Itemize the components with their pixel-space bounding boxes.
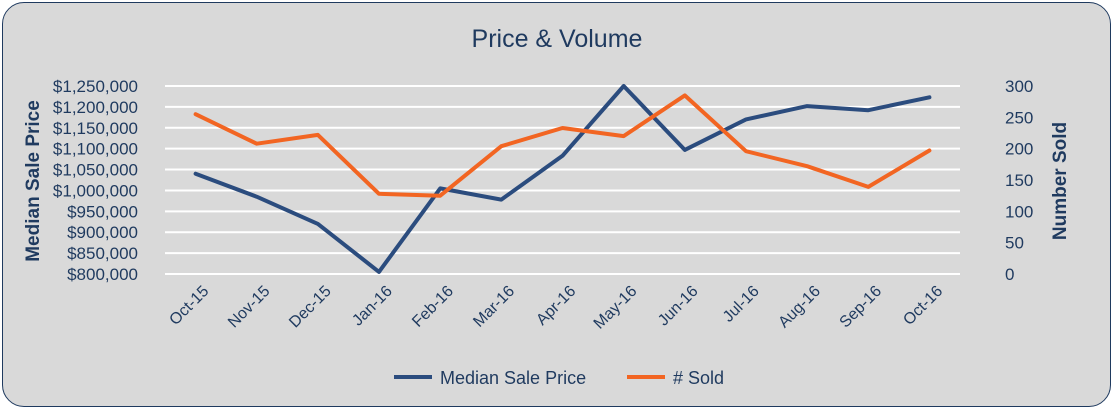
y-tick-label: $850,000 (67, 244, 138, 263)
x-tick-label: Aug-16 (775, 283, 824, 332)
y2-tick-label: 150 (1005, 171, 1033, 190)
x-tick-label: May-16 (591, 283, 641, 333)
x-tick-label: Sep-16 (837, 283, 886, 332)
y2-tick-label: 50 (1005, 234, 1024, 253)
y-tick-label: $1,050,000 (53, 161, 138, 180)
y-tick-label: $900,000 (67, 223, 138, 242)
x-tick-label: Apr-16 (533, 283, 579, 329)
y-axis-label: Median Sale Price (23, 100, 44, 262)
y-tick-label: $800,000 (67, 265, 138, 284)
legend-label: Median Sale Price (440, 368, 586, 388)
y2-tick-label: 0 (1005, 265, 1014, 284)
series-line-median-sale-price (193, 84, 932, 274)
y2-tick-label: 100 (1005, 202, 1033, 221)
x-tick-label: Jul-16 (720, 283, 763, 326)
y2-tick-label: 250 (1005, 108, 1033, 127)
y-tick-label: $1,200,000 (53, 98, 138, 117)
legend-label: # Sold (673, 368, 724, 388)
x-tick-label: Nov-15 (225, 283, 274, 332)
y-tick-label: $1,100,000 (53, 140, 138, 159)
y-tick-label: $1,150,000 (53, 119, 138, 138)
chart-title: Price & Volume (472, 25, 643, 53)
x-tick-label: Feb-16 (409, 283, 457, 331)
series-line-number-sold (193, 93, 932, 198)
y-tick-label: $1,250,000 (53, 77, 138, 96)
y2-axis-label: Number Sold (1050, 122, 1071, 240)
x-tick-label: Dec-15 (286, 283, 335, 332)
y2-tick-label: 200 (1005, 140, 1033, 159)
x-tick-label: Jun-16 (655, 283, 702, 330)
x-tick-label: Oct-15 (166, 283, 212, 329)
y-tick-label: $1,000,000 (53, 181, 138, 200)
x-tick-label: Oct-16 (900, 283, 946, 329)
x-tick-label: Jan-16 (349, 283, 396, 330)
y-tick-label: $950,000 (67, 202, 138, 221)
y2-tick-label: 300 (1005, 77, 1033, 96)
x-tick-label: Mar-16 (470, 283, 518, 331)
